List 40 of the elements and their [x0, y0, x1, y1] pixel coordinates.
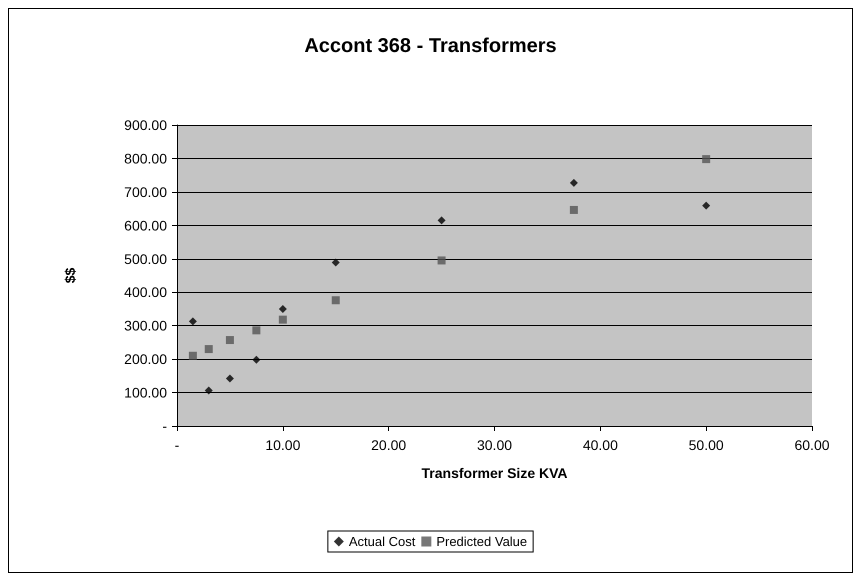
point: [702, 202, 710, 210]
point: [332, 258, 340, 266]
x-axis-title: Transformer Size KVA: [421, 465, 568, 481]
x-tick-label: 60.00: [794, 437, 830, 453]
y-tick-label: 100.00: [124, 384, 168, 401]
y-tick-label: 900.00: [124, 117, 168, 133]
point: [570, 206, 578, 214]
y-tick-label: 500.00: [124, 250, 168, 267]
point: [278, 316, 287, 324]
x-tick-label: 10.00: [265, 437, 301, 453]
y-tick-label: -: [162, 418, 168, 434]
y-tick-label: 400.00: [124, 284, 168, 300]
x-tick-label: -: [174, 437, 180, 453]
point: [204, 345, 213, 354]
point: [332, 296, 340, 304]
point: [438, 256, 446, 264]
point: [570, 178, 578, 187]
point: [226, 374, 234, 383]
legend-label: Actual Cost: [348, 534, 416, 549]
x-tick-label: 40.00: [582, 437, 618, 453]
y-tick-label: 800.00: [124, 150, 168, 166]
point: [188, 352, 197, 360]
point: [204, 386, 213, 395]
y-tick-label: 300.00: [124, 318, 168, 334]
y-axis-title: $$: [62, 268, 78, 284]
point: [226, 336, 234, 344]
legend-label: Predicted Value: [436, 534, 528, 549]
y-tick-label: 700.00: [124, 184, 168, 200]
point: [188, 317, 197, 326]
point: [252, 356, 260, 364]
point: [702, 155, 710, 164]
x-tick-label: 30.00: [476, 437, 512, 453]
y-tick-label: 600.00: [124, 217, 168, 234]
point: [278, 304, 287, 313]
y-tick-label: 200.00: [124, 351, 168, 368]
x-tick-label: 20.00: [371, 437, 406, 453]
x-tick-label: 50.00: [688, 437, 724, 453]
point: [438, 216, 446, 224]
point: [252, 326, 260, 334]
chart-title: Accont 368 - Transformers: [304, 35, 557, 57]
